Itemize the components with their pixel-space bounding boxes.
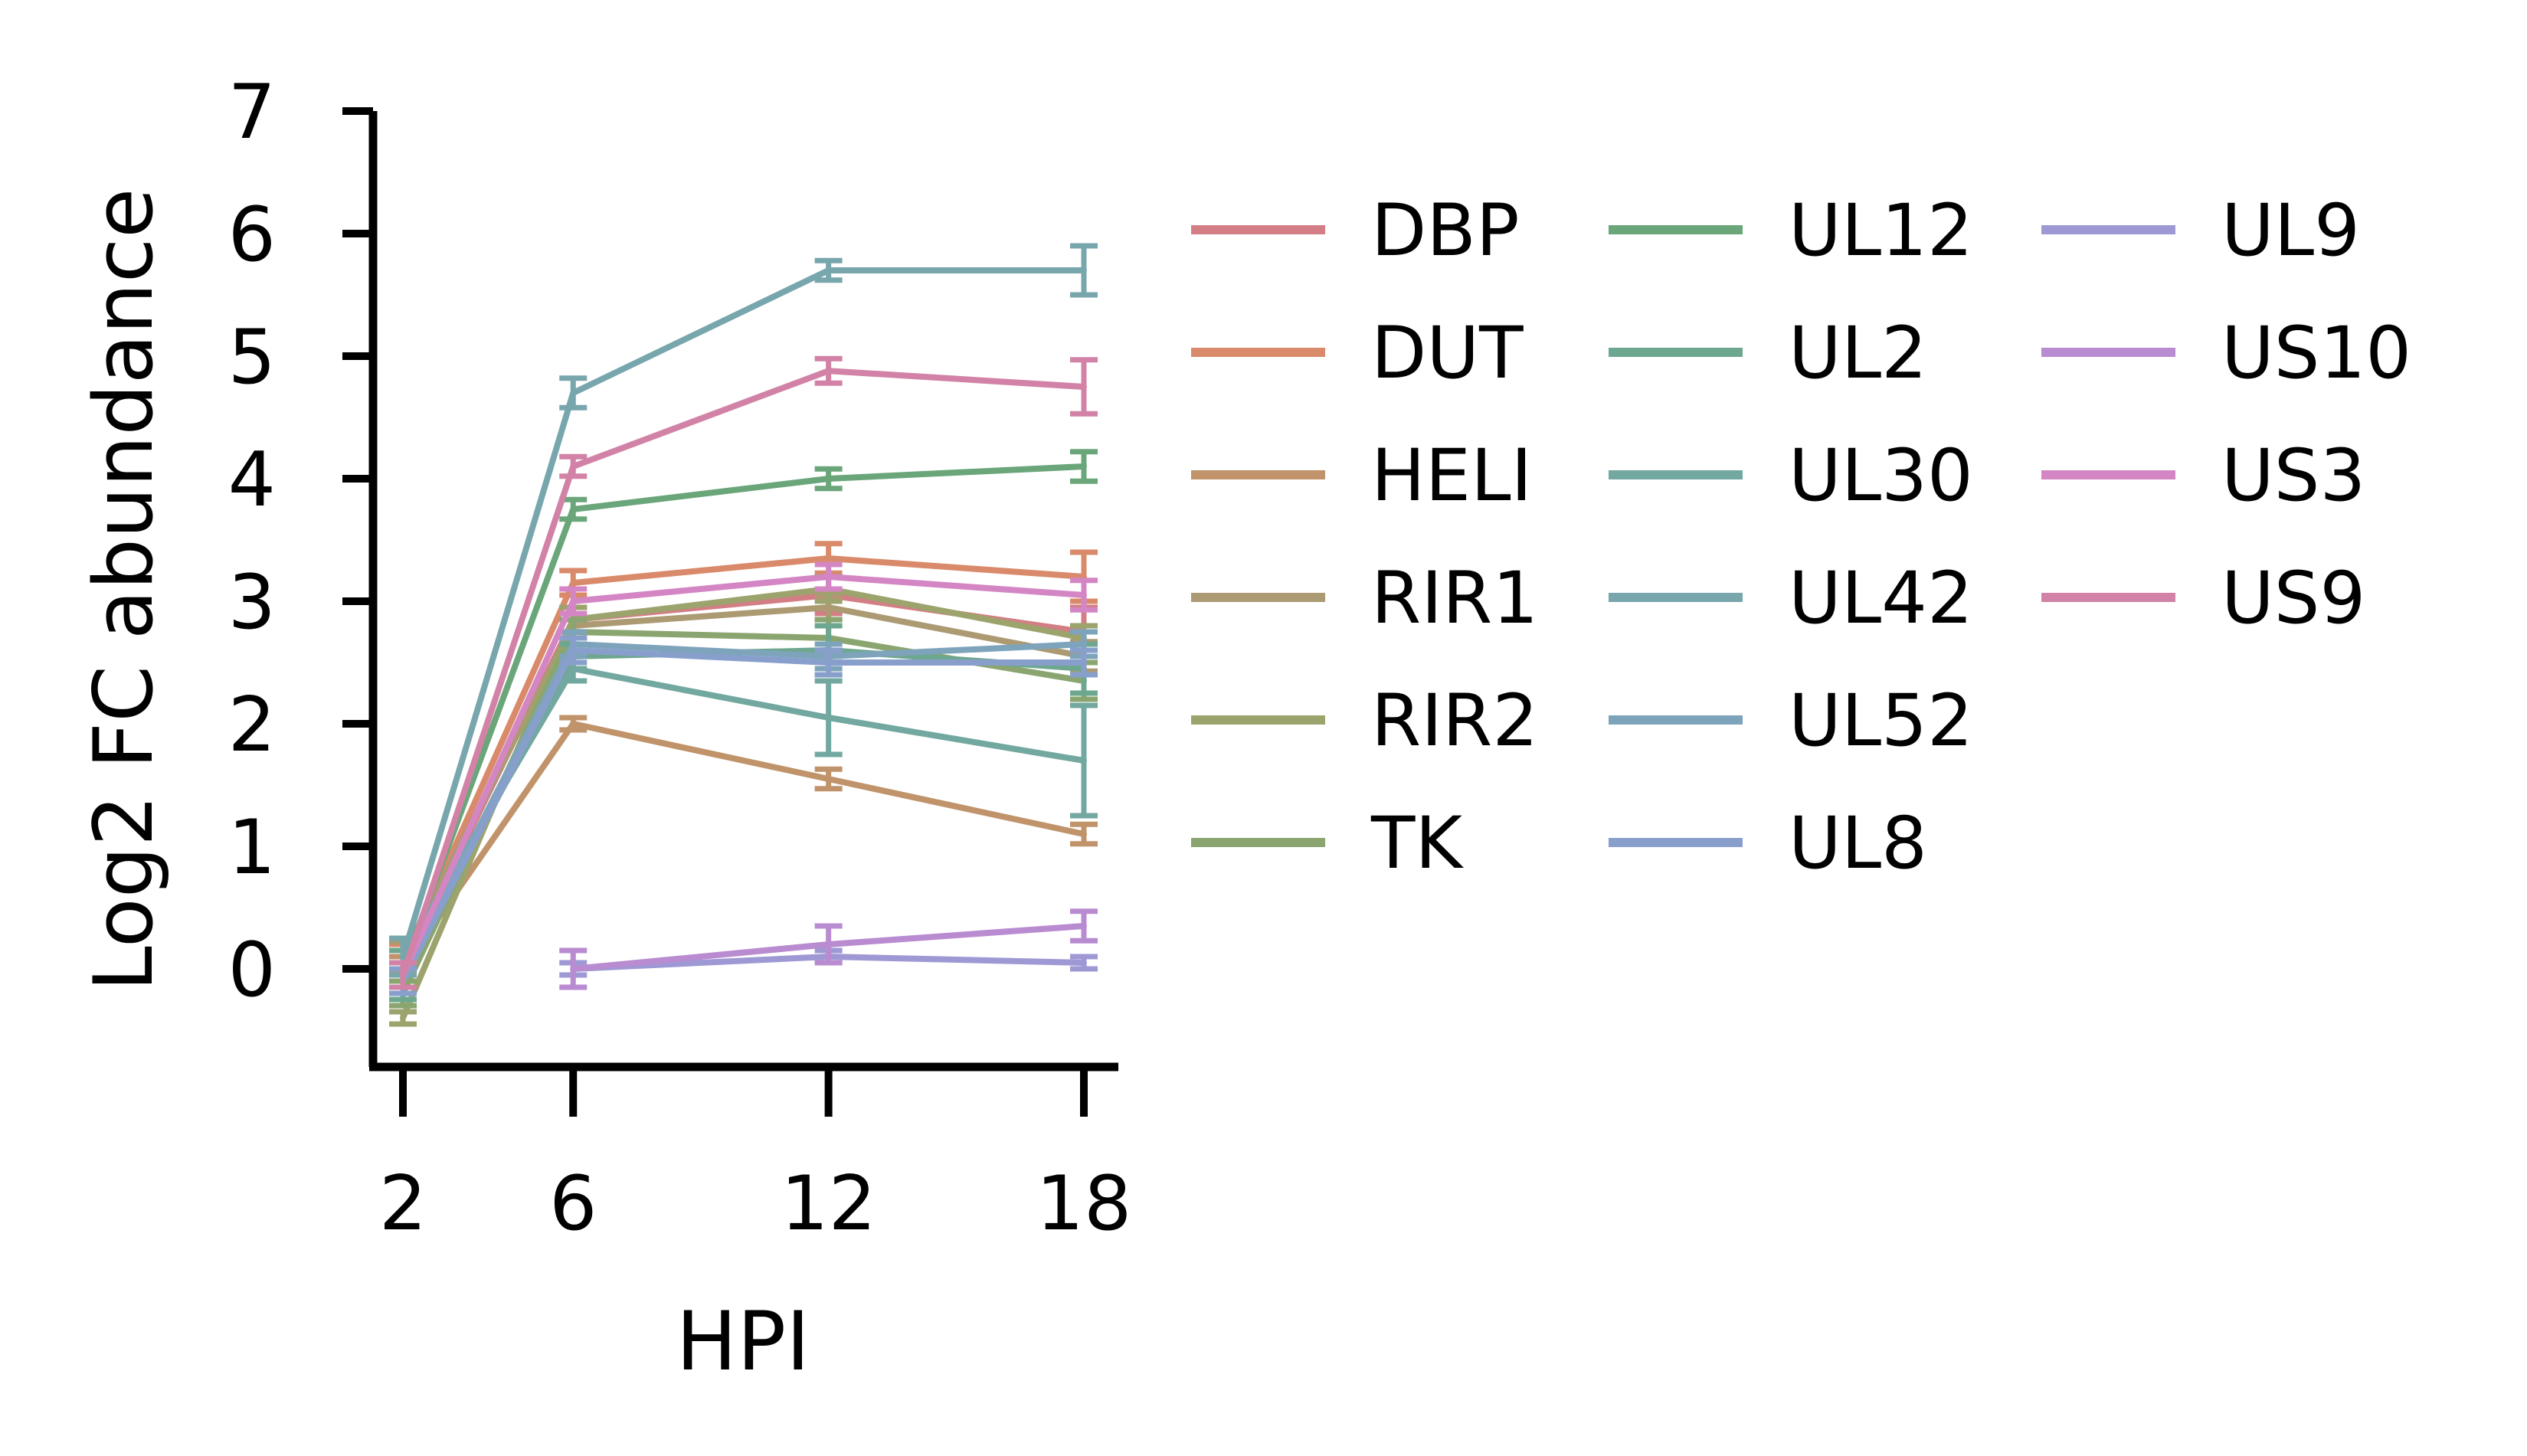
legend-item: UL52 [1609,679,1973,763]
legend-label: RIR2 [1371,679,1538,763]
legend-label: UL2 [1789,312,1927,395]
legend-item: UL8 [1609,802,1927,885]
legend: DBP DUT HELI RIR1 RIR2 TK UL12 UL2 UL30 UL42 UL52 U… [1191,189,2411,885]
series-ul12 [389,449,1098,990]
legend-item: DUT [1191,312,1524,395]
series-line [400,721,1087,972]
y-tick-label: 1 [228,804,276,892]
series-line [400,555,1087,966]
y-tick-label: 7 [228,69,276,156]
legend-item: UL12 [1609,189,1973,273]
legend-item: UL2 [1609,312,1927,395]
legend-item: US10 [2041,312,2411,395]
y-ticks: 0 1 2 3 4 5 6 7 [228,69,373,1014]
x-tick-label: 12 [781,1160,876,1248]
series-line [400,574,1087,978]
series-us9 [389,355,1098,990]
legend-item: UL9 [2041,189,2360,273]
series-line [400,267,1087,960]
legend-label: DUT [1371,312,1524,395]
legend-item: DBP [1191,189,1520,273]
x-axis-title: HPI [676,1294,810,1389]
x-tick-label: 18 [1036,1160,1132,1248]
y-tick-label: 5 [228,314,276,401]
legend-label: US3 [2221,434,2365,518]
legend-label: UL8 [1789,802,1927,885]
y-tick-label: 2 [228,682,276,769]
axes [368,111,1118,1072]
legend-label: UL52 [1789,679,1973,763]
series-line [400,647,1087,984]
plot-area [389,243,1098,1027]
series-line [400,368,1087,978]
legend-label: RIR1 [1371,557,1538,640]
x-tick-label: 6 [549,1160,597,1248]
x-ticks: 2 6 12 18 [379,1067,1132,1248]
legend-label: DBP [1371,189,1520,273]
y-tick-label: 4 [228,437,276,524]
y-tick-label: 3 [228,559,276,646]
legend-label: UL9 [2221,189,2360,273]
y-tick-label: 6 [228,191,276,279]
legend-item: UL30 [1609,434,1973,518]
legend-item: UL42 [1609,557,1973,640]
legend-item: RIR1 [1191,557,1538,640]
legend-label: UL30 [1789,434,1973,518]
series-us3 [389,561,1098,990]
legend-label: US10 [2221,312,2411,395]
legend-label: UL12 [1789,189,1973,273]
legend-item: TK [1191,802,1464,885]
y-tick-label: 0 [228,927,276,1014]
legend-label: HELI [1371,434,1532,518]
legend-item: HELI [1191,434,1532,518]
legend-label: US9 [2221,557,2365,640]
legend-item: US9 [2041,557,2365,640]
series-us10 [559,908,1098,990]
y-axis-title: Log2 FC abundance [77,188,171,992]
legend-label: UL42 [1789,557,1973,640]
legend-item: US3 [2041,434,2365,518]
legend-label: TK [1370,802,1464,885]
series-line [400,463,1087,972]
legend-item: RIR2 [1191,679,1538,763]
x-tick-label: 2 [379,1160,427,1248]
